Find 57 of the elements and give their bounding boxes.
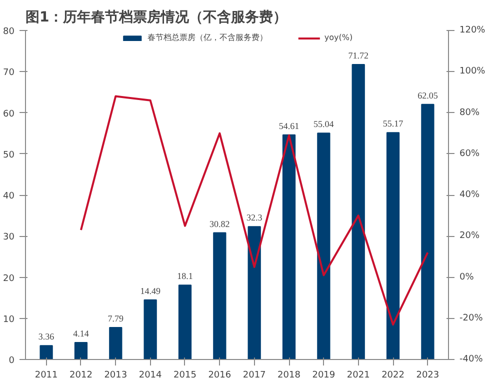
y-tick-label: 60 <box>3 109 15 120</box>
bar <box>40 345 53 360</box>
y-tick-label: 70 <box>3 68 15 78</box>
data-label: 3.36 <box>38 332 55 342</box>
y-tick-label: 50 <box>3 150 15 160</box>
data-label: 32.3 <box>246 212 263 223</box>
data-label: 62.05 <box>418 90 438 100</box>
bar <box>144 299 157 360</box>
x-tick-label: 2023 <box>416 370 440 380</box>
x-tick-label: 2015 <box>174 370 196 380</box>
y-tick-label: 40 <box>3 192 15 202</box>
bar <box>109 326 122 360</box>
x-tick-label: 2016 <box>208 370 232 380</box>
y-tick-label: 20 <box>3 274 15 284</box>
bar <box>282 134 296 360</box>
x-tick-label: 2011 <box>34 370 58 380</box>
data-label: 54.61 <box>278 120 300 131</box>
data-label: 4.14 <box>73 328 90 338</box>
y2-tick-label: 120% <box>460 26 486 36</box>
y2-tick-label: 60% <box>460 148 480 159</box>
bar <box>74 342 88 360</box>
legend-label: 春节档总票房（亿，不含服务费） <box>147 32 268 43</box>
bar <box>178 284 192 360</box>
y2-tick-label: 80% <box>460 108 480 118</box>
y-tick-label: 10 <box>3 314 15 325</box>
y-tick-label: 30 <box>3 232 15 243</box>
x-tick-label: 2017 <box>242 370 266 380</box>
data-label: 55.04 <box>314 119 334 130</box>
data-label: 55.17 <box>382 118 404 129</box>
y2-tick-label: 20% <box>460 231 480 242</box>
y-tick-label: 0 <box>8 356 15 366</box>
chart-title: 图1：历年春节档票房情况（不含服务费） <box>26 8 288 26</box>
data-label: 30.82 <box>210 218 230 229</box>
bar <box>213 232 226 360</box>
x-tick-label: 2018 <box>278 370 301 380</box>
x-tick-label: 2012 <box>70 370 92 380</box>
y2-tick-label: 40% <box>460 190 480 200</box>
y-tick-label: 80 <box>3 27 15 37</box>
x-tick-label: 2021 <box>346 370 370 380</box>
data-label: 14.49 <box>140 286 161 296</box>
x-tick-label: 2022 <box>382 370 404 380</box>
bar <box>317 132 330 360</box>
bar <box>421 104 434 360</box>
x-tick-label: 2019 <box>312 370 336 380</box>
legend-label: yoy(%) <box>324 33 353 42</box>
bar <box>386 132 400 360</box>
x-tick-label: 2014 <box>138 370 162 380</box>
data-label: 18.1 <box>177 271 193 282</box>
y2-tick-label: 100% <box>460 66 486 77</box>
data-label: 7.79 <box>108 313 124 324</box>
bar <box>352 64 365 360</box>
y2-tick-label: -20% <box>460 313 484 324</box>
data-label: 71.72 <box>348 50 368 61</box>
y2-tick-label: 0% <box>460 272 474 282</box>
bar <box>248 226 261 360</box>
y2-tick-label: -40% <box>460 354 484 364</box>
x-tick-label: 2013 <box>104 370 128 380</box>
